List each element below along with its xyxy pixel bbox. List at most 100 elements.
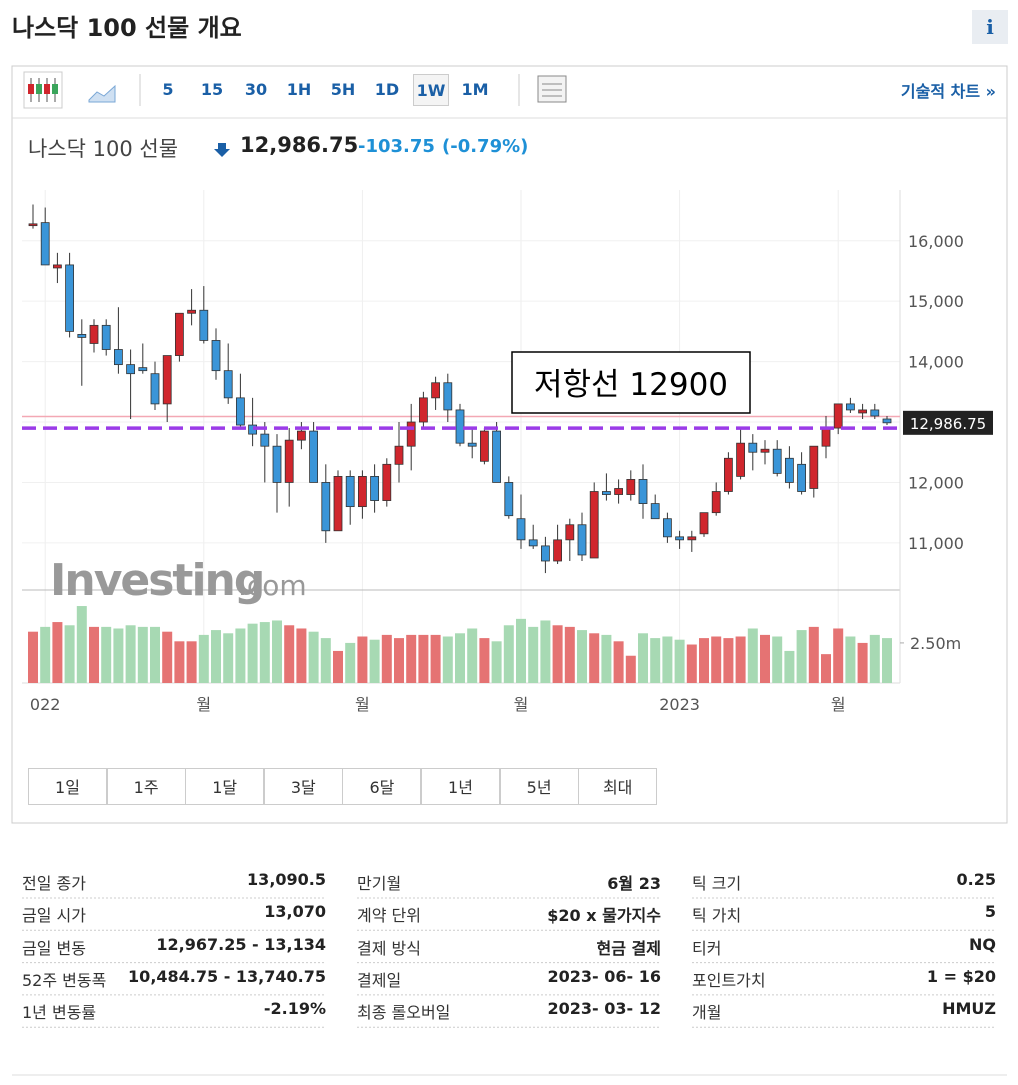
candle-body [211, 340, 221, 372]
volume-bar [52, 622, 63, 683]
range-button[interactable]: 1달 [185, 768, 265, 805]
candle-body [650, 503, 660, 520]
range-button[interactable]: 최대 [578, 768, 658, 805]
candle-body [882, 418, 892, 424]
table-value: 2023- 03- 12 [547, 999, 661, 1019]
table-value: 13,090.5 [247, 870, 326, 889]
volume-bar [674, 639, 685, 683]
candle-body [455, 409, 465, 444]
candle-body [394, 445, 404, 465]
candle-body [333, 476, 343, 532]
range-button[interactable]: 1년 [421, 768, 500, 805]
x-tick-label: 월 [355, 695, 370, 714]
volume-bar [479, 638, 490, 683]
candle-body [345, 476, 355, 508]
range-button[interactable]: 3달 [263, 768, 343, 805]
volume-bar [589, 633, 600, 683]
table-value: 13,070 [264, 902, 326, 922]
volume-bar [857, 642, 868, 683]
table-value: NQ [969, 934, 996, 954]
candle-body [760, 448, 770, 453]
volume-bar [808, 626, 819, 683]
candle-body [663, 518, 672, 538]
candle-body [687, 536, 697, 541]
icon-body [36, 84, 42, 94]
table-value: 6월 23 [607, 874, 661, 893]
volume-bar [760, 634, 770, 683]
candle-body [797, 463, 806, 492]
candle-body [162, 355, 172, 405]
candle-body [443, 382, 453, 411]
table-value: 5 [984, 902, 996, 922]
candle-body [638, 479, 648, 504]
quote-change: -103.75 [358, 136, 435, 157]
volume-bar [845, 636, 856, 683]
table-value: 0.25 [956, 870, 996, 889]
x-tick-label: 2023 [659, 695, 700, 714]
area-icon [88, 84, 116, 103]
volume-bar [64, 625, 75, 683]
interval-button[interactable]: 1W [413, 74, 449, 106]
candle-body [114, 349, 123, 366]
candle-body [40, 222, 50, 266]
volume-bar [211, 630, 221, 683]
volume-bar [735, 636, 746, 683]
range-button[interactable]: 1주 [106, 768, 186, 805]
table-label: 틱 가치 [692, 906, 742, 926]
table-label: 만기월 [357, 874, 402, 893]
quote-name: 나스닥 100 선물 [28, 137, 179, 161]
volume-bar [455, 633, 465, 683]
watermark-suffix: .com [238, 569, 307, 602]
annotation: 저항선 12900 [534, 367, 728, 403]
volume-bar [235, 628, 246, 683]
volume-bar [113, 628, 124, 683]
down-arrow [214, 143, 230, 157]
table-label: 결제 방식 [357, 938, 421, 958]
interval-button[interactable]: 15 [200, 80, 224, 99]
candle-body [174, 312, 184, 356]
info-button[interactable]: i [972, 10, 1008, 44]
candle-body [431, 382, 441, 399]
interval-button[interactable]: 1H [286, 80, 312, 99]
candle-body [821, 427, 831, 447]
volume-bar [528, 626, 539, 683]
candle-body [321, 482, 331, 532]
candle-body [699, 512, 709, 535]
volume-bar [747, 628, 758, 683]
volume-bar [272, 620, 282, 683]
candle-body [577, 524, 587, 556]
widget-border [11, 65, 1008, 824]
candle-body [492, 430, 502, 483]
interval-button[interactable]: 1D [374, 80, 400, 99]
volume-bar [552, 625, 563, 683]
candle-body [357, 476, 367, 508]
range-button[interactable]: 5년 [499, 768, 579, 805]
table-label: 포인트가치 [692, 970, 766, 990]
tech-chart-link[interactable]: 기술적 차트 » [900, 82, 996, 101]
volume-bar [101, 626, 112, 683]
interval-button[interactable]: 5H [330, 80, 356, 99]
candle-body [126, 364, 135, 375]
y-tick-label: 14,000 [908, 353, 964, 372]
volume-bar [650, 638, 661, 683]
volume-bar [28, 631, 38, 683]
range-button[interactable]: 6달 [342, 768, 422, 805]
last-price-label: 12,986.75 [910, 415, 986, 433]
table-value: 1 = $20 [926, 966, 996, 986]
table-label: 금일 시가 [22, 906, 86, 926]
volume-bar [406, 634, 417, 683]
volume-bar [333, 650, 343, 683]
candle-body [382, 463, 392, 501]
volume-bar [699, 638, 709, 683]
interval-button[interactable]: 5 [162, 80, 174, 99]
candle-body [370, 476, 380, 501]
interval-button[interactable]: 30 [244, 80, 268, 99]
range-button[interactable]: 1일 [28, 768, 107, 805]
y-tick-label: 16,000 [908, 232, 964, 251]
interval-button[interactable]: 1M [461, 80, 489, 99]
y-tick-label: 12,000 [908, 473, 964, 492]
candle-body [736, 442, 745, 477]
annotation-box [511, 351, 751, 414]
